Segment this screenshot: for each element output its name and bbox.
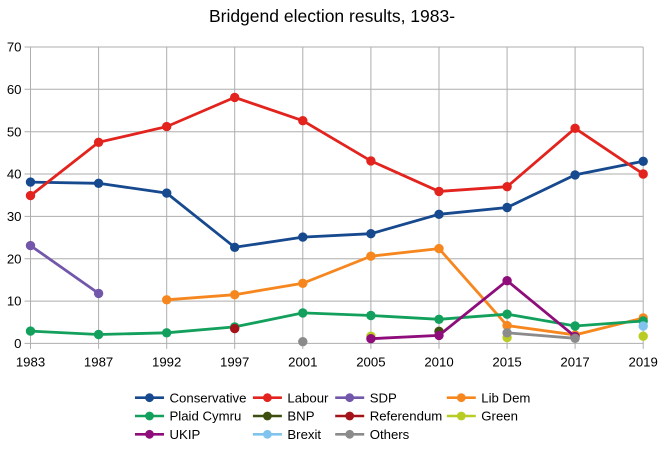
svg-text:Bridgend election results, 198: Bridgend election results, 1983- (209, 6, 455, 26)
svg-text:Others: Others (370, 427, 410, 442)
svg-text:Lib Dem: Lib Dem (481, 390, 530, 405)
svg-text:40: 40 (7, 167, 22, 182)
svg-text:70: 70 (7, 40, 22, 55)
svg-text:UKIP: UKIP (170, 427, 201, 442)
svg-text:1992: 1992 (152, 355, 181, 370)
svg-text:Conservative: Conservative (170, 390, 247, 405)
svg-text:2017: 2017 (560, 355, 589, 370)
svg-text:0: 0 (14, 336, 21, 351)
svg-text:Plaid Cymru: Plaid Cymru (170, 409, 242, 424)
svg-text:2001: 2001 (288, 355, 317, 370)
svg-text:30: 30 (7, 209, 22, 224)
svg-text:20: 20 (7, 251, 22, 266)
svg-text:50: 50 (7, 124, 22, 139)
svg-text:2019: 2019 (629, 355, 658, 370)
svg-text:Green: Green (481, 409, 518, 424)
svg-text:2015: 2015 (492, 355, 521, 370)
svg-text:1987: 1987 (84, 355, 113, 370)
svg-text:1997: 1997 (220, 355, 249, 370)
svg-text:10: 10 (7, 294, 22, 309)
svg-text:Labour: Labour (287, 390, 329, 405)
svg-text:BNP: BNP (287, 409, 314, 424)
svg-text:2010: 2010 (424, 355, 453, 370)
svg-text:SDP: SDP (370, 390, 397, 405)
svg-text:Brexit: Brexit (287, 427, 321, 442)
svg-text:60: 60 (7, 82, 22, 97)
svg-text:1983: 1983 (16, 355, 45, 370)
svg-text:2005: 2005 (356, 355, 385, 370)
svg-text:Referendum: Referendum (370, 409, 443, 424)
